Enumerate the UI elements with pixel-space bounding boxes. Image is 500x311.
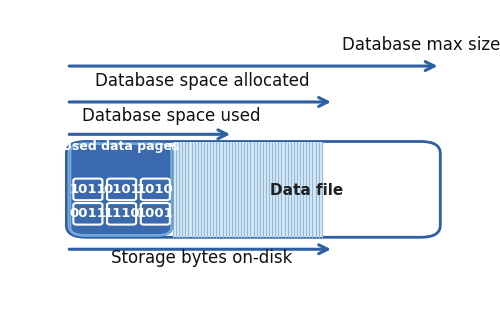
Text: 1110: 1110 [104,207,140,220]
FancyBboxPatch shape [74,203,102,225]
FancyBboxPatch shape [74,179,102,200]
Text: 0011: 0011 [70,207,106,220]
FancyBboxPatch shape [70,143,172,236]
FancyBboxPatch shape [141,203,170,225]
Bar [173,142,322,237]
Text: 1011: 1011 [70,183,106,196]
Text: Data file: Data file [270,183,343,198]
Text: Database space allocated: Database space allocated [95,72,309,90]
Text: Database max size: Database max size [342,36,500,54]
Text: 1001: 1001 [137,207,173,220]
FancyBboxPatch shape [141,179,170,200]
FancyBboxPatch shape [66,142,440,237]
FancyBboxPatch shape [107,179,136,200]
Text: Storage bytes on-disk: Storage bytes on-disk [112,249,292,267]
Text: Used data pages: Used data pages [62,141,180,153]
FancyBboxPatch shape [107,203,136,225]
Text: 0101: 0101 [103,183,140,196]
Text: 1010: 1010 [137,183,173,196]
Text: Database space used: Database space used [82,107,260,125]
